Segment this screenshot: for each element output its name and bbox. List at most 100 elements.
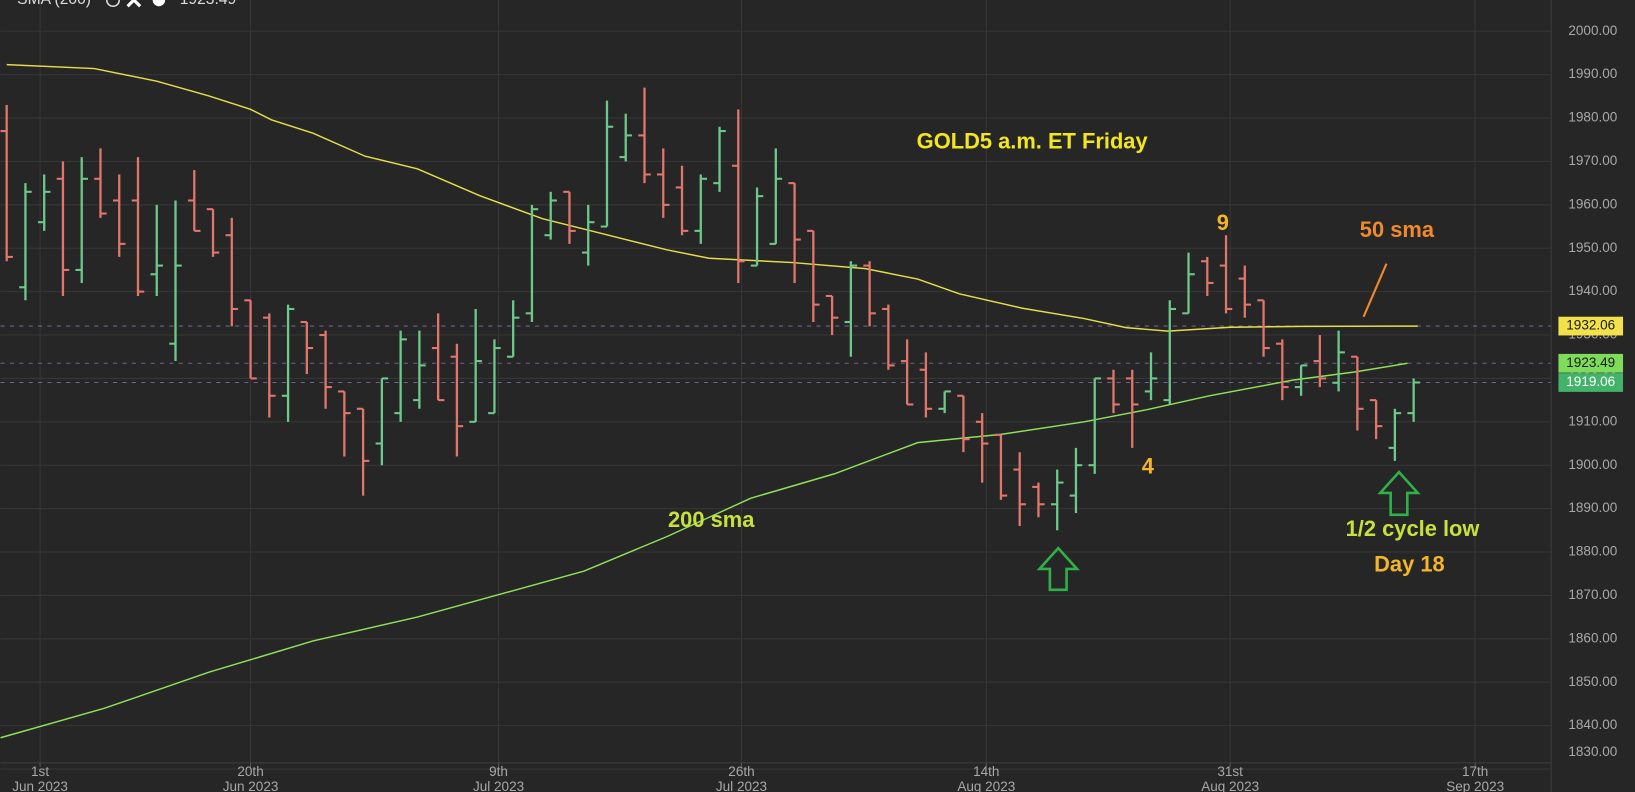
price-label: 1932.06 — [1566, 318, 1615, 333]
ohlc-bar — [375, 377, 389, 466]
ohlc-bar — [525, 204, 539, 323]
ohlc-bar — [675, 165, 689, 236]
ohlc-bar — [281, 304, 295, 422]
ohlc-bar — [638, 87, 651, 184]
price-labels: 1932.06 1923.49 1919.06 — [1558, 316, 1624, 392]
ohlc-bar — [1107, 369, 1120, 414]
y-tick-label: 1960.00 — [1568, 196, 1617, 211]
ohlc-bar — [1257, 299, 1270, 357]
ohlc-bar — [19, 183, 32, 301]
y-tick-label: 1910.00 — [1568, 413, 1617, 428]
x-tick-label-line: Jul 2023 — [716, 778, 767, 792]
sma-line — [0, 362, 1408, 739]
y-tick-label: 1890.00 — [1568, 500, 1617, 515]
ohlc-bar — [1238, 265, 1252, 318]
ohlc-bar — [450, 343, 464, 457]
x-tick-label-line: Jun 2023 — [223, 778, 279, 792]
ohlc-bar — [1388, 408, 1402, 461]
ohlc-bar — [1276, 339, 1289, 401]
ohlc-bar — [1294, 364, 1308, 396]
x-tick-label-line: Aug 2023 — [957, 778, 1015, 792]
price-label-box — [1558, 316, 1624, 336]
ohlc-bar — [657, 148, 670, 218]
ohlc-bar — [713, 126, 726, 192]
x-tick-label: 26th Jul 2023 — [716, 764, 767, 792]
ohlc-bar — [94, 148, 107, 218]
price-label-box — [1558, 373, 1624, 392]
ohlc-bar — [957, 394, 970, 453]
ohlc-bar — [131, 157, 145, 296]
ohlc-bar — [37, 174, 51, 231]
bars — [0, 87, 1420, 531]
ohlc-bar — [356, 407, 370, 496]
y-tick-label: 1970.00 — [1568, 153, 1617, 168]
annotation: 4 — [1142, 454, 1155, 479]
ohlc-bar — [319, 330, 332, 409]
x-tick-label-line: Jun 2023 — [12, 778, 68, 792]
ohlc-bar — [244, 299, 257, 380]
ohlc-bar — [300, 320, 314, 375]
y-tick-label: 2000.00 — [1568, 23, 1617, 38]
ohlc-bar — [225, 217, 239, 327]
ohlc-bar — [825, 294, 839, 336]
ohlc-bar — [0, 105, 13, 262]
ohlc-bar — [469, 308, 482, 423]
x-tick-label-line: 31st — [1217, 764, 1243, 779]
ohlc-bar — [150, 204, 164, 296]
ohlc-bar — [1407, 378, 1420, 422]
x-tick-label-line: Jul 2023 — [473, 778, 524, 792]
indicator-name: SMA (200) — [17, 0, 91, 8]
annotation: Day 18 — [1374, 552, 1445, 577]
x-tick-label: 20th Jun 2023 — [223, 764, 279, 792]
x-tick-label-line: 14th — [973, 764, 999, 779]
y-tick-label: 1870.00 — [1568, 587, 1617, 602]
ohlc-bar — [1125, 369, 1139, 448]
ohlc-bar — [1032, 482, 1045, 518]
ohlc-bar — [844, 261, 858, 357]
ohlc-bar — [788, 182, 801, 283]
y-tick-label: 1980.00 — [1568, 110, 1617, 125]
y-tick-label: 1900.00 — [1568, 457, 1617, 472]
ohlc-bar — [1069, 447, 1083, 513]
annotation: 200 sma — [668, 507, 755, 532]
ohlc-bar — [694, 174, 708, 244]
annotation: GOLD5 a.m. ET Friday — [917, 129, 1149, 154]
x-tick-label-line: 1st — [31, 764, 49, 779]
ohlc-bar — [732, 109, 745, 283]
annotation: 50 sma — [1360, 217, 1435, 242]
x-tick-label-line: Aug 2023 — [1201, 778, 1259, 792]
ohlc-bar — [1182, 252, 1195, 315]
ohlc-bar — [1369, 399, 1383, 440]
ohlc-bar — [938, 390, 951, 414]
ohlc-bar — [1088, 377, 1101, 474]
ohlc-bar — [1219, 235, 1233, 314]
x-tick-label-line: 20th — [237, 764, 263, 779]
y-tick-label: 1840.00 — [1568, 717, 1617, 732]
x-tick-label-line: 26th — [728, 764, 754, 779]
ohlc-bar — [863, 261, 876, 327]
y-tick-label: 1850.00 — [1568, 674, 1617, 689]
price-label-box — [1558, 353, 1624, 373]
ohlc-bar — [1050, 469, 1064, 531]
ohlc-bar — [338, 390, 351, 457]
indicator-icons — [106, 0, 166, 8]
price-label: 1919.06 — [1566, 374, 1615, 389]
ohlc-bar — [506, 300, 520, 358]
y-tick-label: 1860.00 — [1568, 630, 1617, 645]
x-tick-label: 9th Jul 2023 — [473, 764, 524, 792]
x-tick-label: 14th Aug 2023 — [957, 764, 1015, 792]
ohlc-bar — [544, 191, 557, 240]
sma-line — [6, 63, 1418, 332]
ohlc-bar — [1201, 256, 1214, 296]
price-label: 1923.49 — [1566, 355, 1615, 370]
ohlc-bar — [581, 204, 595, 266]
up-arrow — [1377, 470, 1421, 517]
ohlc-bar — [1163, 300, 1177, 405]
ohlc-bar — [75, 157, 88, 283]
ohlc-bar — [1313, 335, 1327, 388]
y-tick-label: 1940.00 — [1568, 283, 1617, 298]
ohlc-bar — [1013, 452, 1026, 526]
x-tick-label-line: 17th — [1462, 764, 1488, 779]
ohlc-bar — [263, 313, 276, 418]
